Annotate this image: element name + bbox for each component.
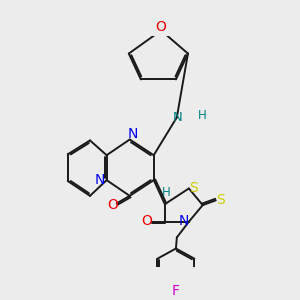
Text: N: N [127, 128, 138, 141]
Text: H: H [161, 186, 170, 199]
Text: S: S [217, 194, 225, 207]
Text: H: H [197, 109, 206, 122]
Text: O: O [142, 214, 152, 228]
Text: O: O [107, 197, 118, 212]
Text: N: N [178, 214, 189, 228]
Text: N: N [95, 173, 105, 187]
Text: S: S [190, 182, 198, 196]
Text: F: F [172, 284, 180, 298]
Text: O: O [155, 20, 166, 34]
Text: N: N [172, 111, 182, 124]
